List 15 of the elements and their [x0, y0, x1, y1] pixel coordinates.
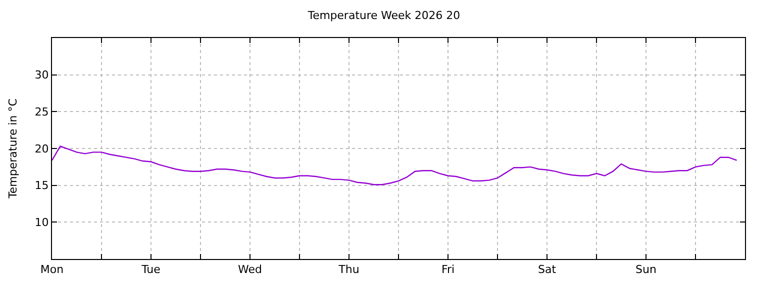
y-tick-label: 20 — [34, 142, 49, 156]
x-tick-label: Sun — [636, 263, 656, 276]
x-tick-label: Wed — [238, 263, 262, 276]
line-series — [52, 146, 738, 186]
y-tick-label: 30 — [34, 68, 49, 82]
x-tick-label: Tue — [140, 263, 161, 276]
chart-title: Temperature Week 2026 20 — [306, 9, 460, 22]
x-tick-label: Mon — [40, 263, 64, 276]
x-tick-label: Sat — [538, 263, 557, 276]
y-tick-label: 15 — [34, 179, 49, 192]
y-tick-label: 10 — [34, 216, 49, 230]
y-axis-title: Temperature in °C — [6, 98, 20, 200]
y-tick-label: 25 — [34, 106, 49, 119]
x-tick-label: Thu — [338, 263, 360, 276]
x-tick-label: Fri — [441, 263, 455, 276]
